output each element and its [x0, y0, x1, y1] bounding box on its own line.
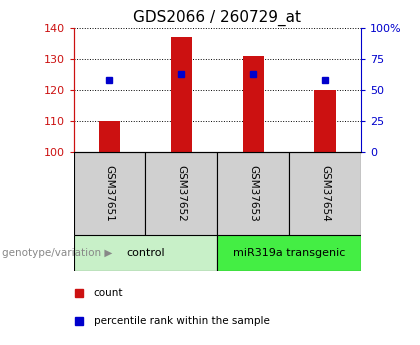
Bar — [145, 152, 218, 235]
Text: percentile rank within the sample: percentile rank within the sample — [94, 316, 270, 326]
Bar — [218, 152, 289, 235]
Text: GSM37651: GSM37651 — [105, 165, 115, 221]
Bar — [99, 121, 120, 152]
Text: miR319a transgenic: miR319a transgenic — [233, 248, 346, 258]
Text: GSM37652: GSM37652 — [176, 165, 186, 221]
Bar — [315, 90, 336, 152]
Text: count: count — [94, 288, 123, 298]
Text: genotype/variation ▶: genotype/variation ▶ — [2, 248, 113, 258]
Bar — [74, 235, 218, 271]
Bar — [289, 152, 361, 235]
Bar — [171, 37, 192, 152]
Title: GDS2066 / 260729_at: GDS2066 / 260729_at — [134, 10, 302, 26]
Text: GSM37654: GSM37654 — [320, 165, 330, 221]
Bar — [74, 152, 145, 235]
Bar — [218, 235, 361, 271]
Bar — [242, 56, 264, 152]
Text: GSM37653: GSM37653 — [248, 165, 258, 221]
Text: control: control — [126, 248, 165, 258]
